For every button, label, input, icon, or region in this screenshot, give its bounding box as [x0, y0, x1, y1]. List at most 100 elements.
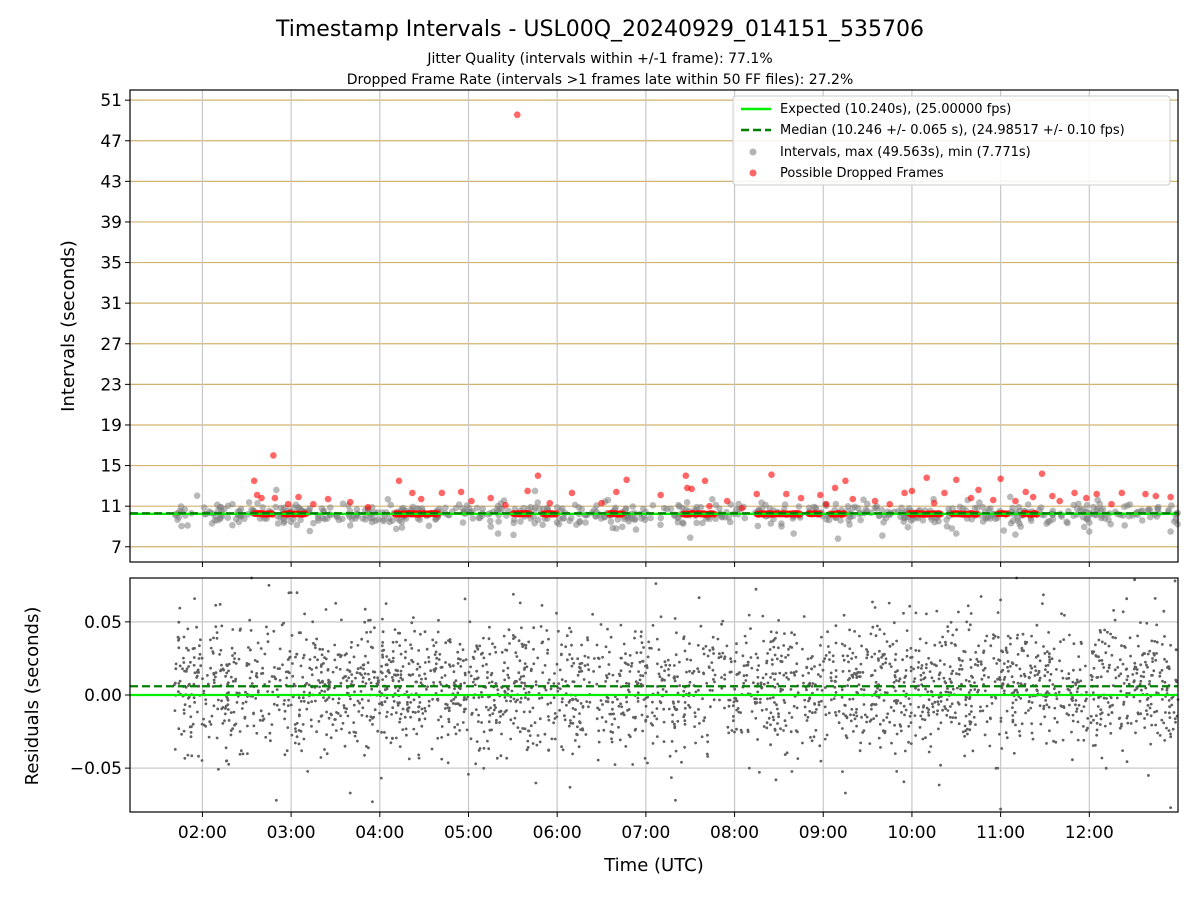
residual-point	[735, 642, 738, 646]
residual-point	[193, 597, 197, 600]
residual-point	[641, 674, 645, 678]
interval-point	[389, 517, 396, 524]
residual-point	[199, 638, 202, 642]
residual-point	[667, 673, 671, 677]
residual-point	[909, 711, 913, 715]
residual-point	[1135, 668, 1139, 671]
residual-point	[403, 656, 407, 660]
interval-point	[494, 530, 502, 537]
residual-point	[1106, 701, 1110, 704]
residual-point	[783, 632, 786, 635]
residual-point	[305, 638, 308, 641]
interval-point	[362, 516, 369, 523]
interval-point	[849, 504, 857, 512]
residual-point	[840, 695, 844, 699]
residual-point	[295, 721, 299, 725]
residual-point	[951, 633, 955, 637]
residual-point	[480, 721, 483, 724]
residual-point	[299, 631, 302, 635]
residual-point	[456, 691, 460, 695]
residual-point	[604, 700, 608, 703]
residual-point	[346, 714, 350, 718]
residual-point	[758, 701, 762, 704]
residual-point	[596, 706, 599, 710]
residual-point	[527, 690, 531, 694]
residual-point	[733, 659, 737, 663]
residual-point	[703, 716, 707, 720]
residual-point	[950, 720, 953, 724]
residual-point	[773, 678, 776, 681]
interval-point	[1073, 505, 1081, 512]
residual-point	[636, 696, 640, 700]
residual-point	[795, 641, 799, 645]
dropped-frame-point	[1029, 493, 1037, 501]
residual-point	[212, 673, 216, 676]
residual-point	[977, 688, 980, 692]
residual-point	[591, 612, 594, 616]
residual-point	[909, 656, 912, 659]
residual-point	[338, 653, 341, 656]
residual-point	[1120, 644, 1123, 648]
residual-point	[597, 708, 601, 711]
residual-point	[937, 783, 941, 787]
residual-point	[964, 703, 968, 707]
residual-point	[572, 680, 576, 684]
residual-point	[933, 643, 937, 647]
residual-point	[341, 721, 345, 725]
residual-point	[966, 727, 969, 731]
residual-point	[369, 630, 372, 634]
residual-point	[392, 699, 396, 703]
x-tick-label: 07:00	[621, 823, 670, 843]
interval-point	[459, 519, 467, 526]
residual-point	[643, 756, 647, 760]
interval-point	[629, 503, 637, 510]
residual-point	[230, 646, 234, 650]
residual-point	[1169, 735, 1173, 739]
residual-point	[399, 652, 403, 656]
residual-point	[739, 711, 742, 714]
residual-point	[961, 730, 965, 734]
residual-point	[250, 670, 254, 674]
residual-point	[1151, 660, 1154, 663]
residual-point	[758, 770, 761, 774]
dropped-frame-point	[270, 452, 277, 459]
residual-point	[957, 702, 961, 706]
residual-point	[609, 730, 613, 733]
residual-point	[578, 665, 581, 669]
interval-point	[979, 503, 986, 511]
residual-point	[1112, 609, 1115, 612]
residual-point	[979, 662, 983, 666]
y-tick-label: 15	[100, 457, 122, 477]
residual-point	[528, 734, 532, 737]
residual-point	[225, 671, 229, 675]
residual-point	[920, 664, 924, 667]
intervals-grid	[130, 90, 1178, 562]
residual-point	[902, 704, 906, 708]
interval-point	[1014, 517, 1022, 524]
residual-point	[481, 664, 485, 668]
residual-point	[1100, 756, 1104, 760]
residual-point	[815, 708, 818, 711]
residual-point	[371, 800, 374, 804]
residual-point	[183, 756, 187, 760]
residual-point	[546, 702, 550, 706]
residual-point	[586, 663, 590, 666]
residual-point	[523, 662, 527, 665]
residual-point	[467, 670, 471, 674]
residual-point	[878, 649, 881, 653]
residual-point	[975, 657, 979, 661]
dropped-frame-point	[250, 477, 258, 485]
residual-point	[451, 664, 455, 668]
residual-point	[316, 658, 319, 662]
residual-point	[702, 671, 705, 675]
interval-point	[323, 515, 331, 522]
interval-point	[663, 505, 671, 513]
interval-point	[353, 506, 361, 513]
residual-point	[360, 673, 363, 677]
interval-point	[1154, 505, 1161, 512]
residual-point	[390, 676, 394, 679]
dropped-frame-rate-subtitle: Dropped Frame Rate (intervals >1 frames …	[347, 72, 854, 88]
residual-point	[625, 662, 628, 666]
interval-point	[229, 500, 236, 508]
residual-point	[405, 690, 409, 694]
